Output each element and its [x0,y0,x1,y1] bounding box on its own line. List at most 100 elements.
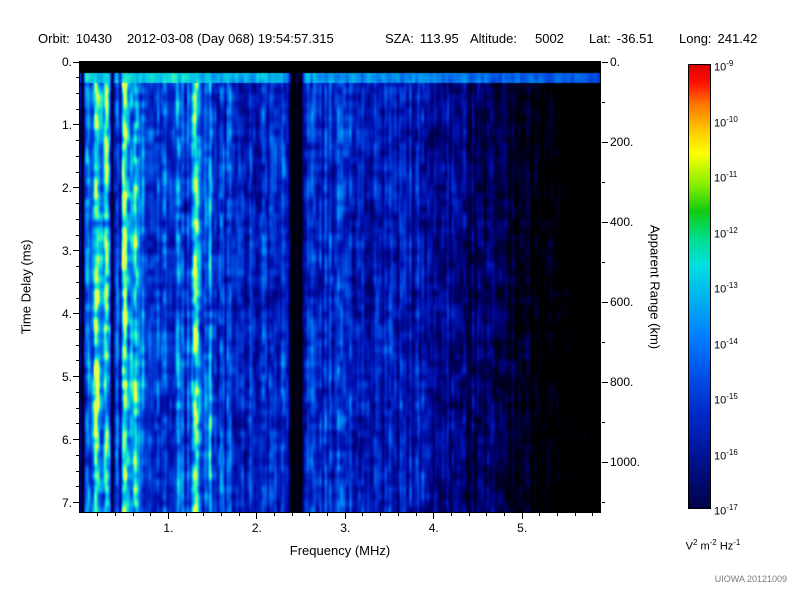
y-right-minor-tick [602,261,605,263]
colorbar-tick-label: 10-10 [714,114,738,130]
colorbar [688,64,711,509]
x-minor-tick [557,513,559,516]
colorbar-tick-label: 10-9 [714,59,734,74]
y-right-minor-tick [602,341,605,343]
y-left-minor-tick [76,77,79,79]
x-minor-tick [574,513,576,516]
x-minor-tick [397,513,399,516]
x-tick [167,513,169,519]
y-right-tick-label: 600. [610,295,634,309]
y-right-tick [602,381,608,383]
y-axis-left-title: Time Delay (ms) [18,239,34,335]
colorbar-tick-label: 10-15 [714,392,738,407]
y-right-tick-label: 0. [610,55,621,69]
y-right-tick [602,221,608,223]
y-right-minor-tick [602,101,605,103]
y-right-tick-label: 400. [610,215,634,229]
y-right-tick-label: 1000. [610,455,641,469]
longitude-value: 241.42 [717,31,758,46]
x-tick [521,513,523,519]
y-left-tick-label: 1. [61,117,72,132]
y-left-minor-tick [76,470,79,472]
y-left-tick-label: 7. [61,495,72,510]
header-sza: SZA: 113.95 [385,31,459,46]
y-left-tick-label: 5. [61,369,72,384]
y-left-minor-tick [76,266,79,268]
y-left-minor-tick [76,486,79,488]
colorbar-tick-label: 10-12 [714,225,738,241]
y-right-tick [602,61,608,63]
y-left-minor-tick [76,155,79,157]
x-axis-title: Frequency (MHz) [289,543,391,558]
x-tick-label: 3. [340,521,351,535]
y-left-minor-tick [76,328,79,330]
y-left-minor-tick [76,423,79,425]
x-minor-tick [592,513,594,516]
x-minor-tick [327,513,329,516]
colorbar-tick-label: 10-17 [714,503,738,518]
x-minor-tick [539,513,541,516]
y-left-tick-label: 6. [61,432,72,447]
y-left-minor-tick [76,234,79,236]
y-left-tick-label: 2. [61,180,72,195]
x-tick [344,513,346,519]
y-left-minor-tick [76,203,79,205]
x-minor-tick [291,513,293,516]
plot-frame [79,61,601,513]
y-left-tick [73,187,79,189]
colorbar-tick-label: 10-13 [714,281,738,296]
header-altitude: Altitude: 5002 [470,31,564,46]
y-right-tick [602,301,608,303]
x-minor-tick [450,513,452,516]
y-left-minor-tick [76,391,79,393]
y-left-tick-label: 4. [61,306,72,321]
x-minor-tick [415,513,417,516]
sza-value: 113.95 [419,31,459,46]
x-minor-tick [238,513,240,516]
altitude-value: 5002 [534,31,564,46]
orbit-label: Orbit: [38,31,70,46]
header-datetime: 2012-03-08 (Day 068) 19:54:57.315 [127,31,334,46]
y-left-tick [73,61,79,63]
y-left-tick [73,313,79,315]
y-right-tick-label: 800. [610,375,634,389]
y-left-minor-tick [76,454,79,456]
latitude-value: -36.51 [616,31,654,46]
datetime-value: 2012-03-08 (Day 068) 19:54:57.315 [127,31,334,46]
x-minor-tick [309,513,311,516]
y-left-tick [73,124,79,126]
y-left-minor-tick [76,407,79,409]
orbit-value: 10430 [75,31,112,46]
sza-label: SZA: [385,31,414,46]
x-tick [256,513,258,519]
x-minor-tick [362,513,364,516]
x-minor-tick [486,513,488,516]
altitude-label: Altitude: [470,31,517,46]
y-left-minor-tick [76,92,79,94]
x-minor-tick [150,513,152,516]
colorbar-unit-label: V2 m-2 Hz-1 [685,538,741,553]
y-right-minor-tick [602,181,605,183]
y-left-tick [73,439,79,441]
y-left-minor-tick [76,218,79,220]
y-right-minor-tick [602,421,605,423]
y-left-minor-tick [76,108,79,110]
x-minor-tick [220,513,222,516]
x-tick-label: 5. [517,521,528,535]
y-right-tick [602,461,608,463]
y-left-tick [73,250,79,252]
x-tick-label: 2. [251,521,262,535]
x-minor-tick [274,513,276,516]
y-left-tick-label: 0. [61,55,72,69]
x-minor-tick [503,513,505,516]
colorbar-tick-label: 10-11 [714,170,738,185]
x-tick-label: 4. [428,521,439,535]
y-left-tick-label: 3. [61,243,72,258]
x-minor-tick [203,513,205,516]
x-tick-label: 1. [163,521,174,535]
y-left-minor-tick [76,140,79,142]
y-left-tick [73,376,79,378]
y-right-tick-label: 200. [610,135,634,149]
header-latitude: Lat: -36.51 [589,31,654,46]
